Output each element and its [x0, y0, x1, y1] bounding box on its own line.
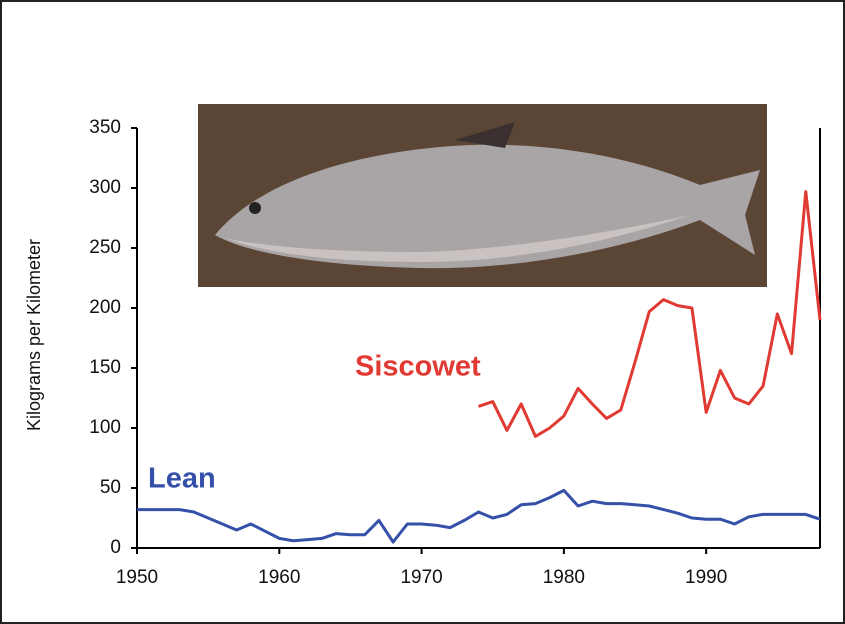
y-tick-label: 250 [89, 237, 121, 258]
y-axis-label: Kilograms per Kilometer [24, 239, 44, 431]
series-line [478, 190, 822, 438]
y-tick-label: 50 [100, 477, 121, 498]
fish-body [215, 144, 760, 269]
fish-belly [225, 215, 690, 262]
x-tick-label: 1950 [116, 567, 158, 588]
y-tick-label: 350 [89, 117, 121, 138]
x-tick-label: 1980 [543, 567, 585, 588]
fish-fin [455, 122, 515, 148]
series-label: Lean [148, 463, 216, 495]
y-tick-label: 150 [89, 357, 121, 378]
x-tick-label: 1960 [258, 567, 300, 588]
y-tick-label: 200 [89, 297, 121, 318]
series-line [137, 488, 821, 544]
x-tick-label: 1990 [685, 567, 727, 588]
y-tick-label: 0 [110, 537, 121, 558]
fish-photo [198, 104, 767, 287]
y-tick-label: 100 [89, 417, 121, 438]
y-tick-label: 300 [89, 177, 121, 198]
series-label: Siscowet [355, 351, 481, 383]
x-tick-label: 1970 [400, 567, 442, 588]
fish-eye [249, 202, 261, 214]
